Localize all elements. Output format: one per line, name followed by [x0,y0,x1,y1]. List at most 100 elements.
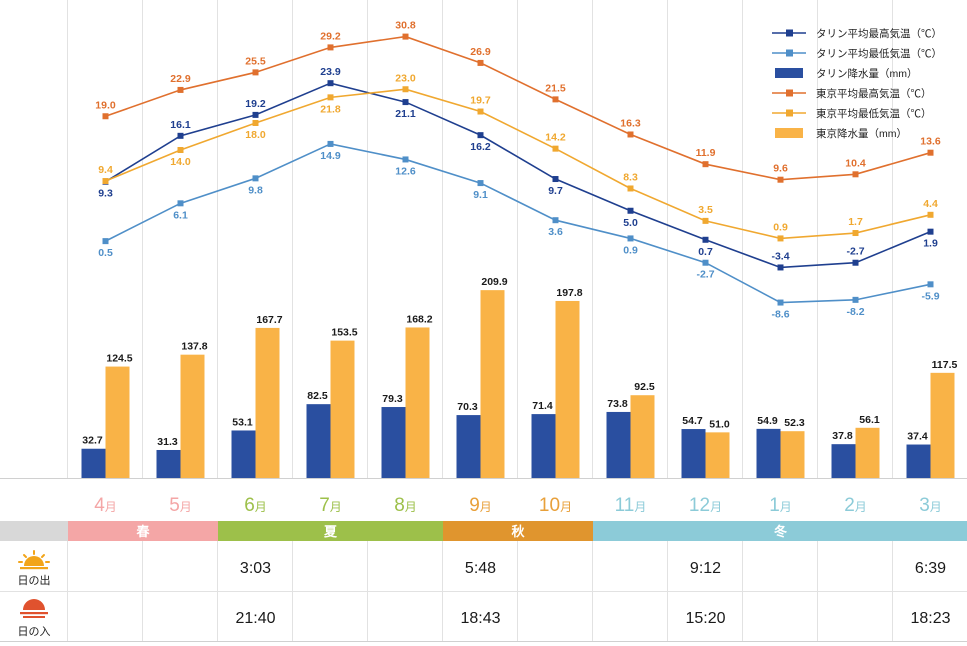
tokyo-min-temp-value-label: 21.8 [320,103,341,115]
tokyo-precip-bar [330,340,355,478]
tallinn-precip-bar [681,429,706,478]
tallinn-max-temp-point [702,236,709,243]
tokyo-max-temp-point [327,44,334,51]
tallinn-min-temp-line [105,143,931,304]
tokyo-min-temp-point [852,230,859,237]
tallinn-max-temp-value-label: 5.0 [623,217,638,229]
tokyo-min-temp-value-label: 14.0 [170,156,191,168]
tokyo-max-temp-point [927,149,934,156]
tokyo-max-temp-value-label: 11.9 [696,147,716,159]
legend-point-swatch [786,109,793,117]
tokyo-min-temp-value-label: 8.3 [623,171,638,183]
legend-point-swatch [786,89,793,97]
tallinn-max-temp-point [552,176,559,183]
tokyo-min-temp-value-label: 18.0 [245,129,266,141]
tokyo-min-temp-value-label: 23.0 [395,72,416,84]
tokyo-min-temp-value-label: 9.4 [98,164,113,176]
sunrise-time: 3:03 [240,560,271,577]
tallinn-max-temp-point [327,80,334,87]
tallinn-max-temp-point [627,207,634,214]
tokyo-min-temp-value-label: 19.7 [470,95,491,107]
tokyo-precip-bar [780,431,805,478]
tokyo-max-temp-value-label: 26.9 [470,46,491,58]
tokyo-min-temp-value-label: 1.7 [848,216,863,228]
tokyo-min-temp-point [177,147,184,153]
legend-bar-swatch [775,68,803,78]
tokyo-max-temp-point [777,176,784,183]
tallinn-precip-bar [156,449,181,478]
tokyo-max-temp-value-label: 29.2 [320,30,341,42]
tallinn-max-temp-value-label: 16.1 [170,119,191,131]
precip-value-label: 54.9 [757,415,778,427]
tallinn-max-temp-value-label: -3.4 [771,250,789,262]
tallinn-min-temp-value-label: 0.5 [98,247,113,259]
tokyo-min-temp-point [102,178,109,185]
tokyo-min-temp-value-label: 4.4 [923,198,938,210]
sunset-time: 21:40 [235,610,275,627]
tokyo-max-temp-value-label: 13.6 [920,136,941,148]
season-band [218,521,443,541]
tallinn-min-temp-point [927,281,934,288]
tokyo-max-temp-value-label: 22.9 [170,73,191,85]
precip-value-label: 71.4 [532,400,553,412]
month-label: 9月 [469,495,492,516]
precip-value-label: 53.1 [232,416,253,428]
tallinn-min-temp-value-label: 9.8 [248,184,263,196]
tokyo-precip-bar [105,366,130,478]
season-strip-blank [0,521,68,541]
tokyo-min-temp-point [402,86,409,93]
tallinn-min-temp-value-label: -8.2 [846,306,864,318]
tokyo-max-temp-line [105,35,931,181]
legend-label: タリン降水量（mm） [816,67,918,80]
season-label: 春 [135,524,150,539]
season-band [593,521,967,541]
tokyo-precip-bar [705,432,730,478]
tokyo-min-temp-point [477,108,484,115]
tokyo-min-temp-point [702,217,709,224]
sunset-time: 15:20 [685,610,725,627]
tallinn-min-temp-point [177,200,184,207]
tallinn-min-temp-point [477,180,484,187]
precip-value-label: 52.3 [784,417,805,429]
tokyo-max-temp-value-label: 16.3 [620,117,641,129]
tallinn-precip-bar [756,428,781,478]
tallinn-min-temp-point [702,259,709,266]
month-label: 8月 [394,495,417,516]
month-label: 12月 [689,495,722,516]
tokyo-max-temp-point [102,113,109,120]
month-label: 4月 [94,495,117,516]
season-label: 夏 [323,524,338,539]
tokyo-max-temp-point [477,59,484,66]
sunrise-label: 日の出 [18,573,51,587]
month-label: 1月 [769,495,792,516]
tokyo-min-temp-point [627,185,634,192]
tokyo-min-temp-point [777,235,784,242]
tokyo-precip-bar [405,327,430,478]
tallinn-min-temp-value-label: 12.6 [395,165,416,177]
tokyo-max-temp-value-label: 9.6 [773,163,788,175]
tokyo-max-temp-point [402,33,409,40]
month-label: 6月 [244,495,267,516]
tokyo-min-temp-value-label: 3.5 [698,204,713,216]
tokyo-precip-bar [930,372,955,478]
legend-label: タリン平均最低気温（℃） [816,47,942,60]
tallinn-min-temp-value-label: 0.9 [623,244,638,256]
legend-bar-swatch [775,128,803,138]
month-label: 2月 [844,495,867,516]
tokyo-max-temp-point [252,69,259,76]
tokyo-precip-bar [855,427,880,478]
legend-point-swatch [786,49,793,57]
tokyo-min-temp-point [927,211,934,218]
tallinn-min-temp-point [402,156,409,163]
sunset-time: 18:43 [460,610,500,627]
precip-value-label: 73.8 [607,398,628,410]
month-label: 7月 [319,495,342,516]
tallinn-max-temp-value-label: 23.9 [320,66,341,78]
legend-label: 東京平均最低気温（℃） [816,107,932,120]
precip-value-label: 54.7 [682,415,703,427]
tallinn-max-temp-value-label: -2.7 [846,246,864,258]
tokyo-precip-bar [255,327,280,478]
tallinn-min-temp-value-label: 14.9 [320,150,341,162]
tallinn-min-temp-value-label: -8.6 [771,309,789,321]
